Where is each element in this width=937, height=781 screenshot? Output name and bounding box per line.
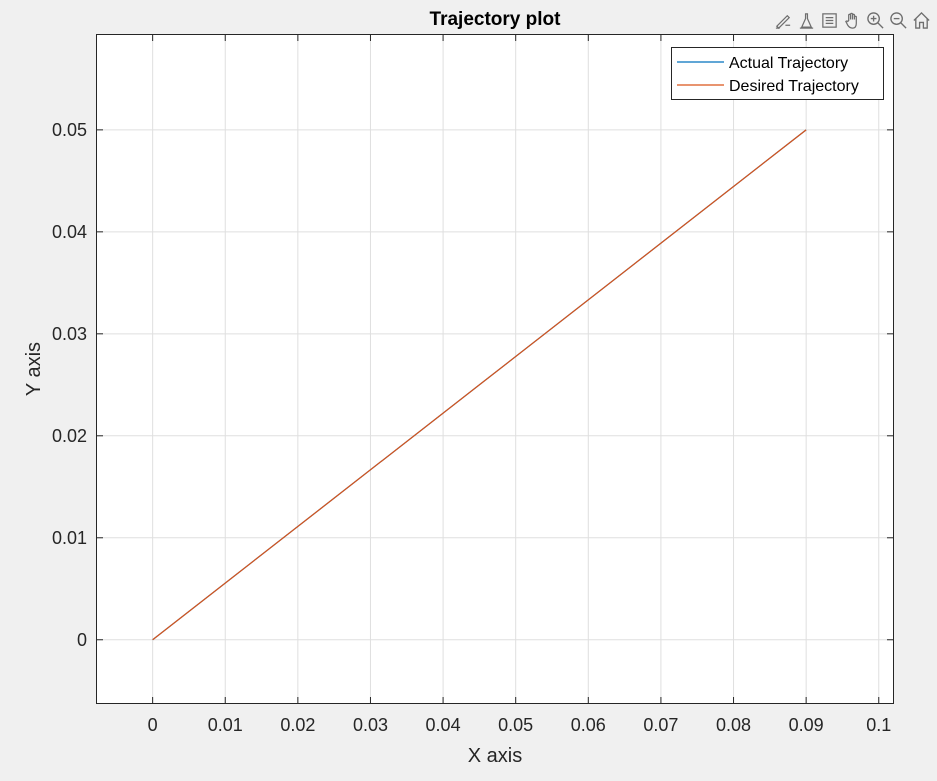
x-tick-label: 0.06: [571, 715, 606, 735]
legend-label-actual: Actual Trajectory: [729, 55, 848, 72]
y-tick-label: 0.05: [52, 120, 87, 140]
legend[interactable]: [671, 47, 883, 99]
series-line-desired: [152, 129, 807, 641]
home-icon[interactable]: [911, 9, 931, 31]
x-tick-label: 0.01: [208, 715, 243, 735]
data-tips-icon[interactable]: [796, 9, 816, 31]
pan-hand-icon[interactable]: [842, 9, 862, 31]
x-tick-label: 0.1: [866, 715, 891, 735]
legend-label-desired: Desired Trajectory: [729, 78, 859, 95]
x-tick-label: 0.02: [280, 715, 315, 735]
y-tick-label: 0.01: [52, 528, 87, 548]
x-tick-label: 0.04: [426, 715, 461, 735]
y-tick-label: 0.04: [52, 222, 87, 242]
x-tick-label: 0.08: [716, 715, 751, 735]
axes-toolbar: [773, 8, 931, 32]
zoom-out-icon[interactable]: [888, 9, 908, 31]
x-axis-label: X axis: [468, 745, 522, 767]
y-tick-label: 0.03: [52, 324, 87, 344]
x-tick-label: 0.03: [353, 715, 388, 735]
y-tick-label: 0.02: [52, 426, 87, 446]
x-tick-label: 0: [148, 715, 158, 735]
y-axis-label: Y axis: [23, 342, 45, 396]
x-tick-label: 0.05: [498, 715, 533, 735]
axes-box: [96, 34, 894, 704]
zoom-in-icon[interactable]: [865, 9, 885, 31]
plot-area[interactable]: [96, 34, 894, 704]
y-tick-label: 0: [77, 630, 87, 650]
x-tick-label: 0.07: [643, 715, 678, 735]
chart-title: Trajectory plot: [430, 9, 562, 30]
x-tick-label: 0.09: [789, 715, 824, 735]
legend-toggle-icon[interactable]: [819, 9, 839, 31]
brush-icon[interactable]: [773, 9, 793, 31]
legend-box: [671, 47, 884, 100]
